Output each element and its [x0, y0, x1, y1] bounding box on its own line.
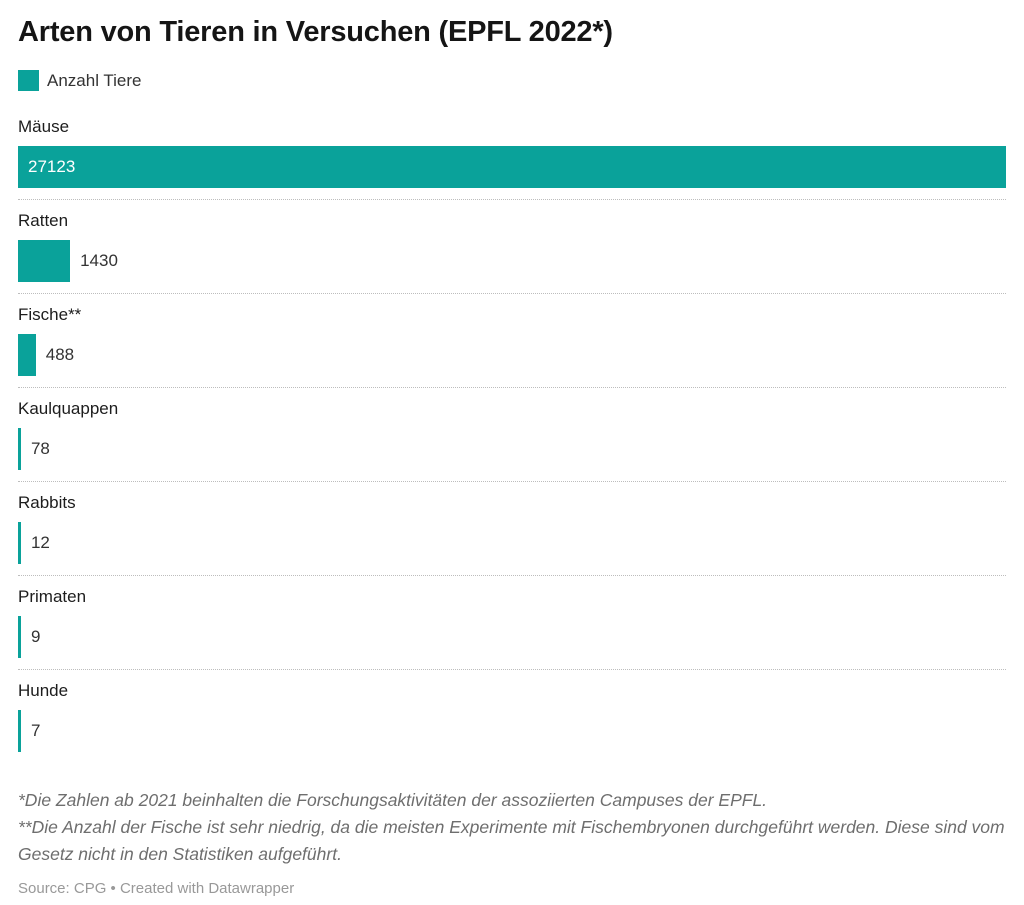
bar	[18, 710, 21, 753]
chart-title: Arten von Tieren in Versuchen (EPFL 2022…	[18, 16, 613, 48]
legend-color-swatch	[18, 70, 39, 92]
bar-row: Rabbits 12	[18, 482, 1006, 577]
footnote-2: **Die Anzahl der Fische ist sehr niedrig…	[18, 817, 1005, 865]
bar-row: Kaulquappen 78	[18, 388, 1006, 483]
bar-value-label: 12	[30, 533, 50, 553]
bar-category-label: Primaten	[18, 587, 87, 607]
bar-row: Mäuse 27123	[18, 117, 1006, 201]
bar-track: 27123	[18, 146, 1006, 189]
bar-value-label: 1430	[80, 251, 118, 271]
bar-row: Primaten 9	[18, 576, 1006, 671]
bar-rows: Mäuse 27123 Ratten 1430 Fische** 488 Kaulquapp…	[18, 117, 1006, 763]
bar-category-label: Hunde	[18, 681, 69, 701]
bar-track: 9	[18, 616, 1006, 659]
bar-value-label: 9	[30, 627, 41, 647]
bar-category-label: Ratten	[18, 211, 69, 231]
bar-track: 1430	[18, 240, 1006, 283]
legend: Anzahl Tiere	[18, 70, 1006, 92]
bar-track: 12	[18, 522, 1006, 565]
bar-category-label: Rabbits	[18, 493, 76, 513]
bar	[18, 334, 36, 377]
footnote-1: *Die Zahlen ab 2021 beinhalten die Forsc…	[18, 790, 768, 811]
bar-value-label: 7	[30, 721, 41, 741]
bar-row: Ratten 1430	[18, 200, 1006, 295]
bar	[18, 240, 71, 283]
source-attribution: Source: CPG • Created with Datawrapper	[18, 880, 295, 898]
bar-category-label: Kaulquappen	[18, 399, 119, 419]
footnotes: *Die Zahlen ab 2021 beinhalten die Forsc…	[18, 787, 1006, 868]
bar-value-label: 78	[30, 439, 50, 459]
bar-value-label: 488	[45, 345, 75, 365]
bar-track: 7	[18, 710, 1006, 753]
bar	[18, 616, 21, 659]
bar-row: Hunde 7	[18, 670, 1006, 763]
bar	[18, 522, 21, 565]
bar	[18, 146, 1006, 189]
bar	[18, 428, 21, 471]
bar-value-label: 27123	[28, 157, 76, 177]
bar-category-label: Fische**	[18, 305, 82, 325]
bar-track: 78	[18, 428, 1006, 471]
bar-row: Fische** 488	[18, 294, 1006, 389]
bar-category-label: Mäuse	[18, 117, 70, 137]
bar-track: 488	[18, 334, 1006, 377]
legend-label: Anzahl Tiere	[47, 70, 142, 90]
